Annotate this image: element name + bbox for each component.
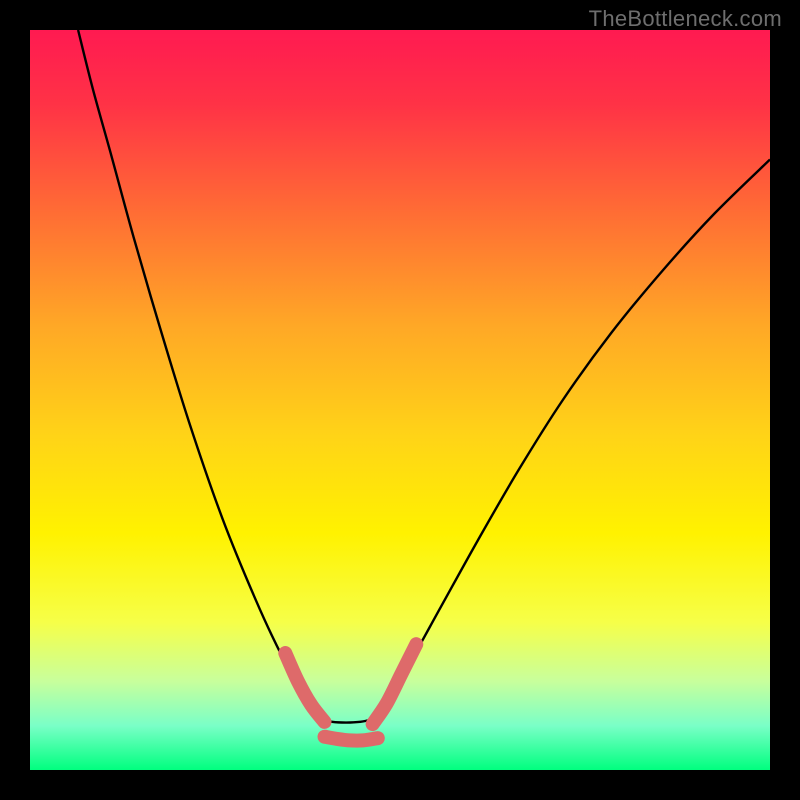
- curve-pink-left: [285, 653, 324, 722]
- curve-pink-right: [373, 644, 417, 724]
- chart-curves: [30, 30, 770, 770]
- curve-pink-bottom: [325, 737, 378, 741]
- plot-area: [30, 30, 770, 770]
- curve-main-black: [78, 30, 770, 723]
- watermark-text: TheBottleneck.com: [589, 6, 782, 32]
